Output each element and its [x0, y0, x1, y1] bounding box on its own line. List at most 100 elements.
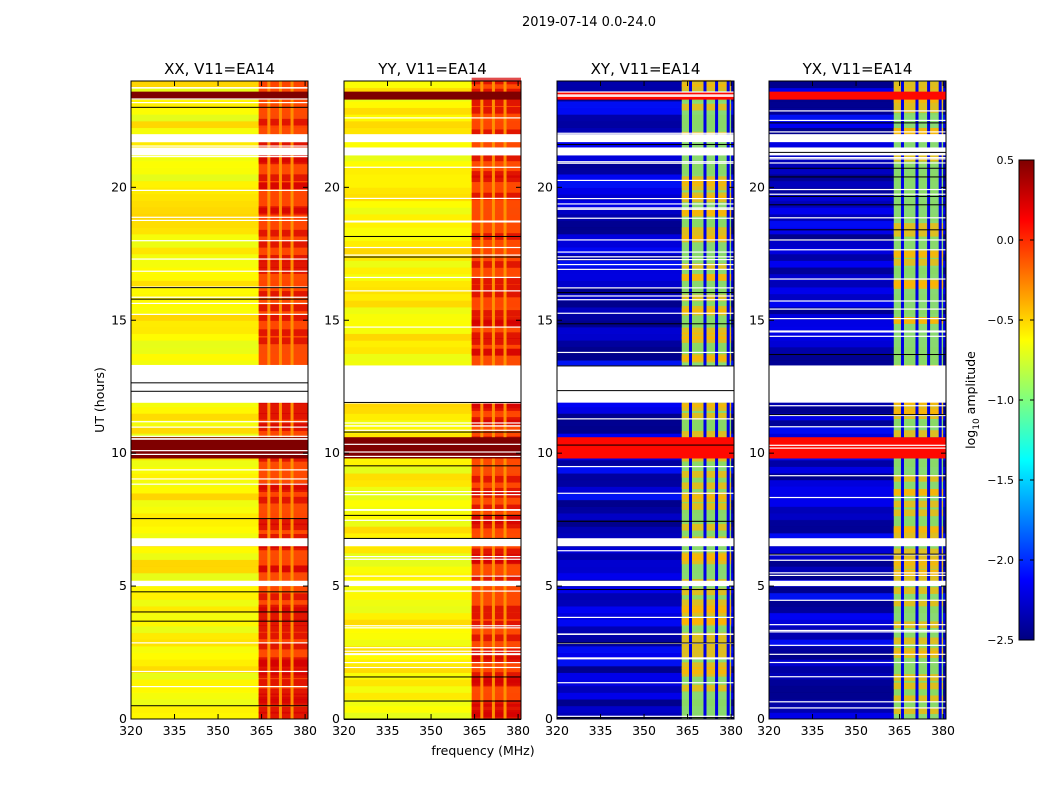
colorbar-tick-label: −1.5 [987, 474, 1014, 487]
flag-line [769, 249, 946, 251]
time-stripe [131, 526, 308, 534]
time-stripe [131, 280, 308, 288]
time-stripe [557, 699, 734, 707]
scan-boundary [769, 151, 946, 153]
flag-line [769, 676, 946, 678]
time-stripe [769, 519, 946, 527]
flag-line [131, 135, 308, 137]
flag-line [344, 382, 521, 384]
rfi-patch [471, 129, 521, 137]
flag-line [557, 682, 734, 684]
time-stripe [344, 233, 521, 241]
x-tick-label: 365 [888, 723, 912, 738]
flag-line [769, 162, 946, 164]
time-stripe [769, 320, 946, 328]
time-stripe [344, 340, 521, 348]
y-tick-label: 15 [749, 312, 765, 327]
y-tick-label: 5 [119, 578, 127, 593]
time-stripe [557, 233, 734, 241]
time-stripe [131, 559, 308, 567]
time-stripe [769, 200, 946, 208]
rfi-patch [471, 401, 521, 409]
scan-boundary [557, 323, 734, 325]
scan-boundary [769, 176, 946, 178]
time-stripe [131, 100, 308, 109]
time-stripe [769, 419, 946, 428]
rfi-patch [258, 688, 308, 696]
rfi-patch [471, 192, 521, 200]
time-stripe [557, 160, 734, 168]
x-tick-label: 380 [506, 723, 530, 738]
time-stripe [557, 220, 734, 228]
flag-line [131, 189, 308, 191]
time-stripe [557, 546, 734, 554]
time-stripe [557, 459, 734, 467]
time-stripe [557, 493, 734, 501]
flag-line [131, 374, 308, 376]
time-stripe [344, 260, 521, 268]
time-stripe [769, 552, 946, 560]
panel-title: XY, V11=EA14 [591, 60, 701, 78]
time-stripe [557, 247, 734, 255]
time-stripe [769, 486, 946, 494]
time-stripe [769, 512, 946, 521]
time-stripe [769, 406, 946, 414]
flag-line [769, 318, 946, 320]
time-stripe [344, 512, 521, 521]
time-stripe [344, 473, 521, 481]
time-stripe [344, 606, 521, 614]
y-tick-label: 0 [332, 711, 340, 726]
flag-line [557, 258, 734, 261]
flag-line [131, 240, 308, 242]
x-axis-label: frequency (MHz) [431, 743, 534, 758]
x-tick-label: 320 [332, 723, 356, 738]
time-stripe [557, 193, 734, 202]
time-stripe [344, 486, 521, 494]
time-stripe [557, 473, 734, 481]
time-stripe [769, 639, 946, 647]
time-stripe [557, 280, 734, 288]
flag-line [557, 658, 734, 660]
x-tick-label: 380 [719, 723, 743, 738]
time-stripe [344, 559, 521, 567]
time-stripe [131, 174, 308, 182]
flagged-gap [131, 580, 308, 587]
flag-line [131, 296, 308, 298]
strong-rfi-row [557, 437, 734, 459]
rfi-patch [258, 496, 308, 504]
time-stripe [557, 506, 734, 514]
time-stripe [131, 499, 308, 507]
time-stripe [344, 326, 521, 335]
x-tick-label: 350 [206, 723, 230, 738]
time-stripe [344, 632, 521, 640]
flag-line [769, 193, 946, 195]
flag-line [131, 153, 308, 155]
flag-line [344, 627, 521, 629]
flagged-gap [344, 580, 521, 587]
flag-line [557, 715, 734, 717]
time-stripe [769, 127, 946, 135]
time-stripe [557, 287, 734, 295]
rfi-patch [471, 348, 521, 356]
time-stripe [769, 346, 946, 354]
x-tick-label: 335 [163, 723, 187, 738]
time-stripe [769, 187, 946, 195]
flag-line [557, 251, 734, 253]
flag-line [557, 287, 734, 289]
scan-boundary [557, 589, 734, 591]
time-stripe [557, 499, 734, 507]
time-stripe [131, 592, 308, 600]
flag-line [557, 95, 734, 97]
flag-line [557, 256, 734, 258]
rfi-patch [471, 171, 521, 178]
flag-line [131, 642, 308, 644]
time-stripe [769, 679, 946, 687]
time-stripe [131, 506, 308, 514]
rfi-patch [258, 663, 308, 670]
flag-line [769, 388, 946, 391]
time-stripe [769, 546, 946, 554]
rfi-patch [258, 337, 308, 345]
rfi-patch [258, 304, 308, 312]
rfi-patch [258, 698, 308, 706]
scan-boundary [769, 204, 946, 206]
